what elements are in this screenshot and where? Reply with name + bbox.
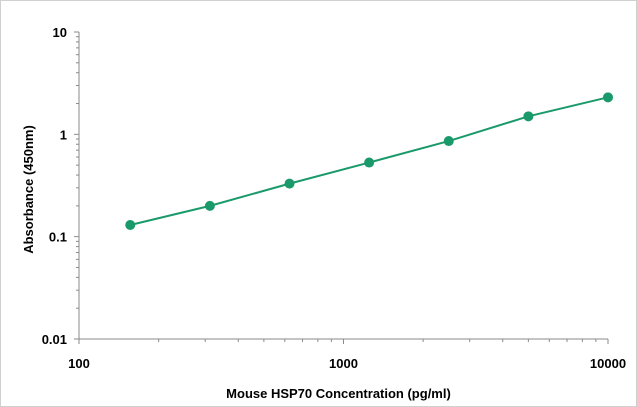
data-point [364, 157, 375, 168]
y-axis-title: Absorbance (450nm) [21, 125, 36, 254]
y-tick-label: 10 [53, 25, 67, 40]
data-point [284, 178, 295, 189]
major-tick-group [74, 31, 609, 344]
x-tick-label: 10000 [590, 356, 626, 371]
y-tick-label: 0.1 [49, 230, 67, 245]
y-tick-label-group: 0.01 0.1 1 10 [42, 25, 67, 347]
x-axis-title: Mouse HSP70 Concentration (pg/ml) [226, 386, 451, 401]
plot-background [79, 32, 608, 339]
data-point [603, 92, 613, 103]
data-point [204, 200, 215, 211]
x-tick-label: 100 [68, 356, 90, 371]
minor-tick-group [76, 36, 597, 342]
x-tick-label: 1000 [329, 356, 358, 371]
y-tick-label: 1 [60, 127, 67, 142]
y-tick-label: 0.01 [42, 332, 67, 347]
series-group [125, 92, 613, 231]
plot-area [78, 32, 608, 340]
x-tick-label-group: 100 1000 10000 [68, 356, 626, 371]
data-point [125, 220, 136, 231]
data-point [523, 111, 534, 122]
data-point [443, 136, 454, 147]
